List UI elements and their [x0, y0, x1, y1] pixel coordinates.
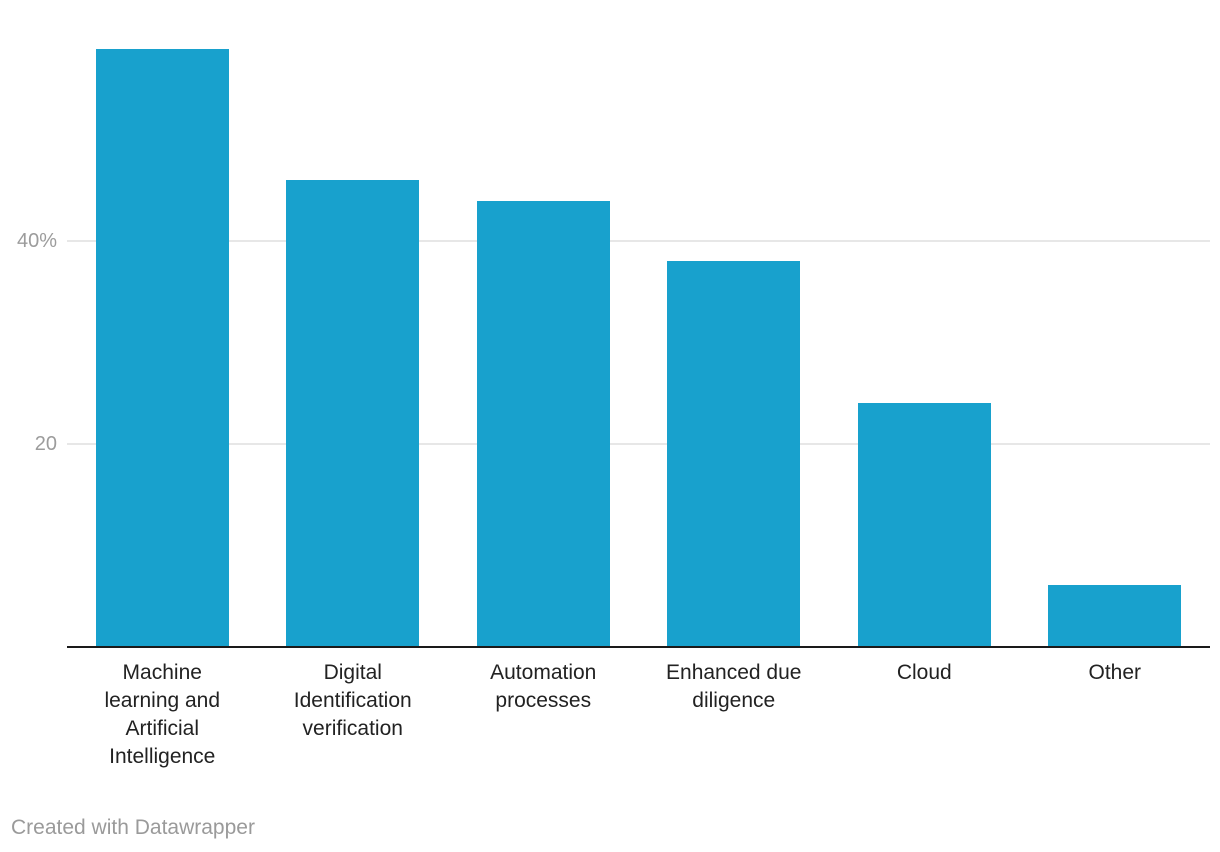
bar [95, 48, 229, 646]
plot-area: 40% 20 Machine learning and Artificial Int… [16, 48, 1210, 768]
y-tick-label: 20 [34, 432, 57, 455]
datawrapper-credit-link[interactable]: Created with Datawrapper [11, 816, 255, 839]
bar [476, 200, 610, 646]
x-category-label: Other [1088, 661, 1142, 684]
bar [286, 180, 420, 646]
bar [667, 261, 801, 646]
x-category-label: Enhanced due diligence [666, 661, 802, 712]
x-category-label: Cloud [896, 661, 952, 684]
grid-line [67, 240, 1210, 242]
x-category-label: Machine learning and Artificial Intellig… [104, 661, 221, 768]
x-category-label: Digital Identification verification [293, 661, 412, 740]
x-category-label: Automation processes [490, 661, 597, 712]
bar [1048, 585, 1182, 646]
x-axis-line [67, 646, 1210, 648]
grid-line [67, 442, 1210, 445]
y-tick-label: 40% [16, 230, 57, 252]
bar [857, 403, 991, 646]
